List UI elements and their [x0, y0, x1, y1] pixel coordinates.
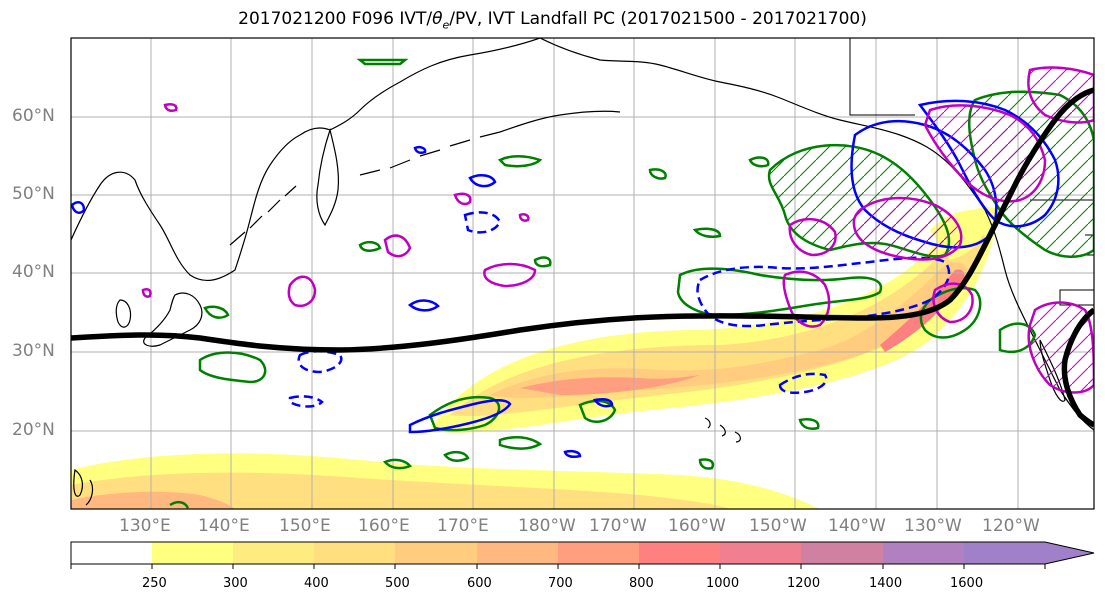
- colorbar-label-300: 300: [223, 576, 248, 591]
- pv-contour-sw: [408, 399, 512, 434]
- colorbar-seg-7: [639, 542, 720, 564]
- ivt-band-south-mid: [71, 472, 730, 509]
- lon-label-130w: 130°W: [904, 516, 962, 536]
- lon-label-170e: 170°E: [437, 516, 489, 536]
- lat-label-20n: 20°N: [12, 420, 55, 440]
- colorbar-seg-4: [395, 542, 477, 564]
- colorbar-seg-1: [152, 542, 233, 564]
- colorbar-label-1200: 1200: [787, 576, 821, 591]
- alaska-peninsula: [499, 110, 621, 133]
- lon-label-160e: 160°E: [358, 516, 410, 536]
- pv-contour-dashed-mid: [696, 256, 951, 328]
- lon-label-130e: 130°E: [119, 516, 171, 536]
- lon-label-160w: 160°W: [668, 516, 726, 536]
- pc-contour-ne: [1027, 66, 1094, 124]
- colorbar-label-1000: 1000: [706, 576, 740, 591]
- lon-label-180w: 180°W: [518, 516, 576, 536]
- lat-label-60n: 60°N: [12, 106, 55, 126]
- colorbar-seg-2: [233, 542, 314, 564]
- colorbar-label-500: 500: [385, 576, 410, 591]
- lat-label-40n: 40°N: [12, 262, 55, 282]
- japan: [143, 292, 203, 347]
- map-title: 2017021200 F096 IVT/θe/PV, IVT Landfall …: [0, 9, 1105, 31]
- colorbar-seg-5: [477, 542, 558, 564]
- lon-label-140w: 140°W: [828, 516, 886, 536]
- colorbar-label-800: 800: [629, 576, 654, 591]
- colorbar-seg-10: [883, 542, 964, 564]
- pc-contour-west: [788, 217, 837, 257]
- graticule: [71, 38, 1094, 509]
- kuril-islands: [229, 185, 297, 246]
- korea: [115, 299, 132, 328]
- colorbar-label-400: 400: [304, 576, 329, 591]
- philippines: [73, 468, 94, 506]
- lon-label-150e: 150°E: [279, 516, 331, 536]
- colorbar-outline: [70, 541, 1095, 565]
- colorbar: [70, 541, 1095, 569]
- pc-contour-north: [923, 104, 1047, 203]
- theta-e-contour-sw1: [428, 395, 501, 432]
- colorbar-seg-3: [314, 542, 395, 564]
- landfall-line: [71, 87, 1094, 353]
- ivt-band-south-high: [71, 491, 235, 509]
- coastlines: [71, 38, 1094, 506]
- lat-label-30n: 30°N: [12, 341, 55, 361]
- lat-label-50n: 50°N: [12, 184, 55, 204]
- theta-e-contour-sw2: [198, 351, 267, 384]
- colorbar-seg-9: [801, 542, 883, 564]
- landfall-line-south: [1061, 307, 1094, 428]
- lon-label-170w: 170°W: [589, 516, 647, 536]
- aleutians: [359, 131, 501, 176]
- colorbar-ticks: [70, 564, 1046, 569]
- title-theta: θ: [432, 9, 443, 29]
- hawaii: [704, 417, 741, 443]
- colorbar-label-250: 250: [142, 576, 167, 591]
- title-suffix: /PV, IVT Landfall PC (2017021500 - 20170…: [449, 9, 867, 29]
- colorbar-extend-arrow: [964, 542, 1094, 564]
- kamchatka: [316, 127, 340, 227]
- colorbar-label-1600: 1600: [950, 576, 984, 591]
- colorbar-label-1400: 1400: [869, 576, 903, 591]
- map-frame: [70, 37, 1095, 510]
- colorbar-seg-8: [720, 542, 801, 564]
- pc-contour-mid: [782, 270, 831, 328]
- asia-coast: [71, 38, 541, 282]
- alaska-coast: [539, 38, 986, 211]
- lon-label-140e: 140°E: [198, 516, 250, 536]
- ivt-band-800: [520, 375, 700, 395]
- colorbar-seg-6: [558, 542, 639, 564]
- title-prefix: 2017021200 F096 IVT/: [238, 9, 433, 29]
- colorbar-label-600: 600: [467, 576, 492, 591]
- lon-label-150w: 150°W: [749, 516, 807, 536]
- title-theta-subscript: e: [442, 18, 450, 32]
- colorbar-seg-0: [71, 542, 152, 564]
- colorbar-label-700: 700: [548, 576, 573, 591]
- lon-label-120w: 120°W: [982, 516, 1040, 536]
- pc-contour-main: [852, 196, 963, 261]
- map-plot-area: [71, 38, 1094, 509]
